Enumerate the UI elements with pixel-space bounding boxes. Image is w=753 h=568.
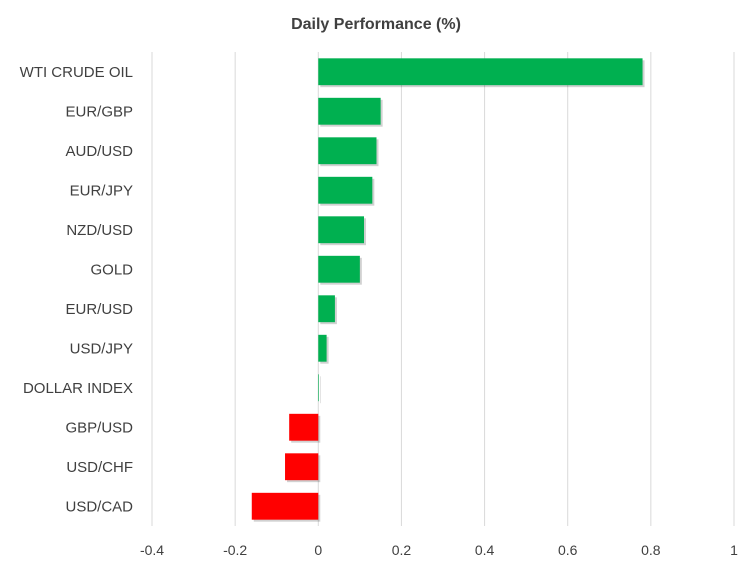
- bar-wti-crude-oil: [318, 58, 643, 86]
- x-axis-tick-labels: -0.4 -0.2 0 0.2 0.4 0.6 0.8 1: [140, 542, 738, 558]
- x-tick-label: -0.4: [140, 542, 164, 558]
- category-label: EUR/JPY: [70, 182, 133, 199]
- x-tick-label: -0.2: [223, 542, 247, 558]
- bar-eur-usd: [318, 295, 335, 323]
- category-label: NZD/USD: [66, 222, 133, 239]
- bar-gbp-usd: [289, 413, 319, 441]
- x-tick-label: 0.6: [558, 542, 578, 558]
- bar-aud-usd: [318, 137, 377, 165]
- category-label: GBP/USD: [65, 419, 133, 436]
- category-label: DOLLAR INDEX: [23, 380, 133, 397]
- category-label: AUD/USD: [65, 143, 133, 160]
- x-tick-label: 0: [314, 542, 322, 558]
- bars: [251, 58, 645, 522]
- bar-eur-jpy: [318, 176, 373, 204]
- bar-gold: [318, 255, 360, 283]
- x-tick-label: 0.4: [475, 542, 495, 558]
- category-label: GOLD: [90, 261, 133, 278]
- x-tick-label: 1: [730, 542, 738, 558]
- grid-lines: [151, 52, 735, 526]
- bar-nzd-usd: [318, 216, 365, 244]
- category-label: USD/CHF: [66, 459, 133, 476]
- bar-usd-jpy: [318, 334, 327, 362]
- x-tick-label: 0.2: [392, 542, 412, 558]
- bar-eur-gbp: [318, 97, 381, 125]
- category-label: USD/JPY: [70, 340, 133, 357]
- category-label: EUR/USD: [65, 301, 133, 318]
- chart-title: Daily Performance (%): [291, 16, 461, 33]
- bar-dollar-index: [318, 374, 319, 402]
- category-labels: WTI CRUDE OIL EUR/GBP AUD/USD EUR/JPY NZD/US…: [20, 64, 134, 516]
- bar-shadow: [320, 376, 321, 404]
- x-tick-label: 0.8: [641, 542, 661, 558]
- category-label: USD/CAD: [65, 498, 133, 515]
- category-label: EUR/GBP: [65, 103, 133, 120]
- category-label: WTI CRUDE OIL: [20, 64, 133, 81]
- bar-usd-cad: [251, 492, 319, 520]
- bar-usd-chf: [285, 453, 319, 481]
